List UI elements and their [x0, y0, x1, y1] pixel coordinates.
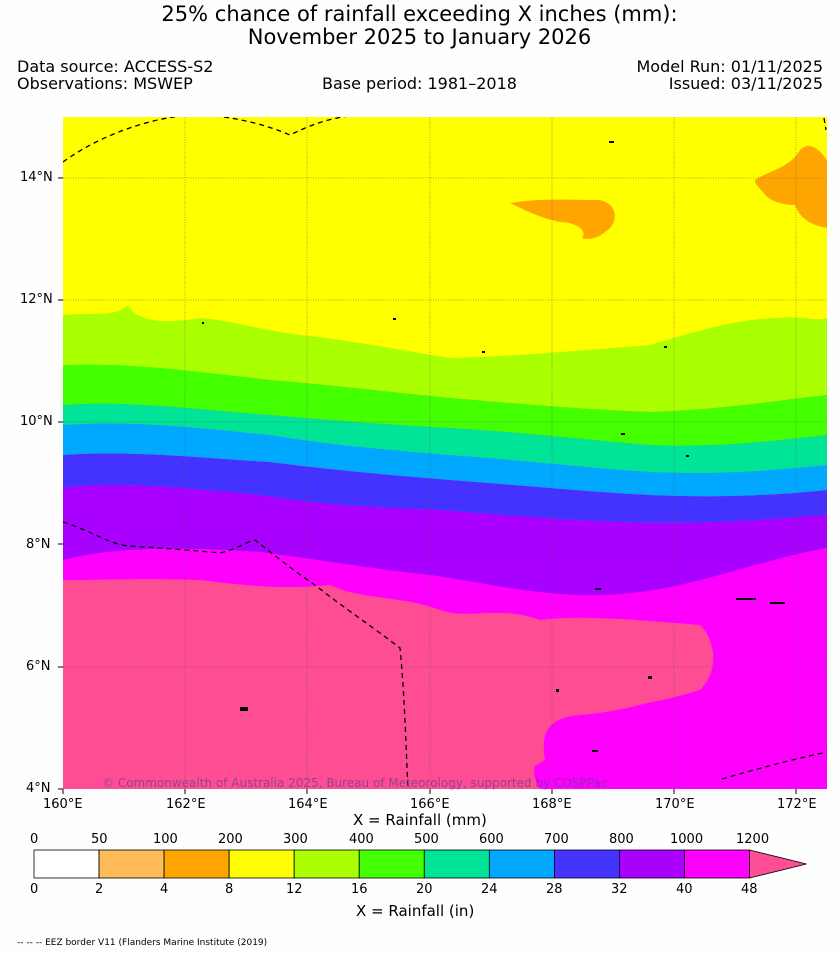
legend-swatch	[554, 849, 620, 879]
legend-mm-label: 200	[218, 832, 243, 847]
legend-mm-label: 0	[30, 832, 39, 847]
legend-in-label: 20	[416, 882, 433, 897]
legend-mm-label: 600	[479, 832, 504, 847]
map-gridlines	[63, 117, 827, 789]
legend-mm-label: 500	[414, 832, 439, 847]
legend-swatch	[423, 849, 490, 879]
legend-in-label: 24	[481, 882, 498, 897]
legend-mm-label: 800	[609, 832, 634, 847]
band-light-blue	[63, 423, 827, 497]
legend-mm-label: 50	[91, 832, 108, 847]
title-line-2: November 2025 to January 2026	[247, 25, 592, 49]
legend-in-label: 28	[546, 882, 563, 897]
orange-patch	[510, 199, 615, 239]
model-run: Model Run: 01/11/2025	[636, 57, 824, 76]
legend-mm-label: 700	[544, 832, 569, 847]
legend-in-label: 12	[286, 882, 303, 897]
eez-footnote: -- -- -- EEZ border V11 (Flanders Marine…	[17, 938, 268, 948]
lon-label: 160°E	[43, 797, 83, 812]
islands	[202, 141, 785, 752]
legend-swatch	[619, 849, 685, 879]
band-purple	[63, 485, 827, 596]
lon-label: 170°E	[655, 797, 695, 812]
band-lime	[63, 305, 827, 412]
legend-swatch	[488, 849, 555, 879]
legend-swatch	[228, 849, 295, 879]
band-green	[63, 364, 827, 446]
title-line-1: 25% chance of rainfall exceeding X inche…	[161, 2, 678, 26]
lat-label: 10°N	[20, 414, 53, 429]
copyright-text: © Commonwealth of Australia 2025, Bureau…	[102, 776, 608, 790]
legend-in-label: 40	[676, 882, 693, 897]
eez-border	[63, 117, 827, 789]
legend-axis-label: X = Rainfall (in)	[356, 902, 475, 920]
legend-in-label: 4	[160, 882, 169, 897]
lat-label: 6°N	[26, 659, 51, 674]
band-pink-region	[63, 589, 711, 775]
map-axis-label: X = Rainfall (mm)	[353, 811, 487, 829]
legend-in-label: 8	[225, 882, 234, 897]
legend-mm-label: 100	[153, 832, 178, 847]
legend-extend-arrow	[749, 849, 807, 879]
lat-label: 14°N	[20, 170, 53, 185]
lon-label: 168°E	[532, 797, 572, 812]
lon-label: 164°E	[288, 797, 328, 812]
issued-date: Issued: 03/11/2025	[668, 74, 823, 93]
lon-label: 162°E	[166, 797, 206, 812]
base-period: Base period: 1981–2018	[322, 74, 517, 93]
legend-mm-label: 300	[283, 832, 308, 847]
observations: Observations: MSWEP	[17, 74, 193, 93]
axis-ticks	[58, 177, 797, 794]
lon-label: 166°E	[410, 797, 450, 812]
band-teal	[63, 403, 827, 473]
legend-in-label: 0	[30, 882, 39, 897]
legend-swatch	[293, 849, 360, 879]
legend-swatch	[684, 849, 750, 879]
lon-label: 172°E	[777, 797, 817, 812]
legend-in-label: 2	[95, 882, 104, 897]
legend-mm-label: 1200	[736, 832, 770, 847]
rainfall-map	[63, 117, 827, 789]
band-blue	[63, 453, 827, 523]
legend-swatch	[33, 849, 100, 879]
lat-label: 12°N	[20, 292, 53, 307]
lat-label: 4°N	[26, 781, 51, 796]
legend-swatch	[98, 849, 165, 879]
legend-in-label: 32	[611, 882, 628, 897]
lat-label: 8°N	[26, 537, 51, 552]
legend-in-label: 48	[741, 882, 758, 897]
band-magenta	[63, 548, 827, 789]
data-source: Data source: ACCESS-S2	[17, 57, 214, 76]
legend-mm-label: 400	[349, 832, 374, 847]
legend-in-label: 16	[351, 882, 368, 897]
orange-patch	[755, 145, 827, 228]
legend-mm-label: 1000	[670, 832, 704, 847]
legend-colorbar	[33, 849, 807, 879]
legend-swatch	[358, 849, 425, 879]
legend-swatch	[163, 849, 230, 879]
